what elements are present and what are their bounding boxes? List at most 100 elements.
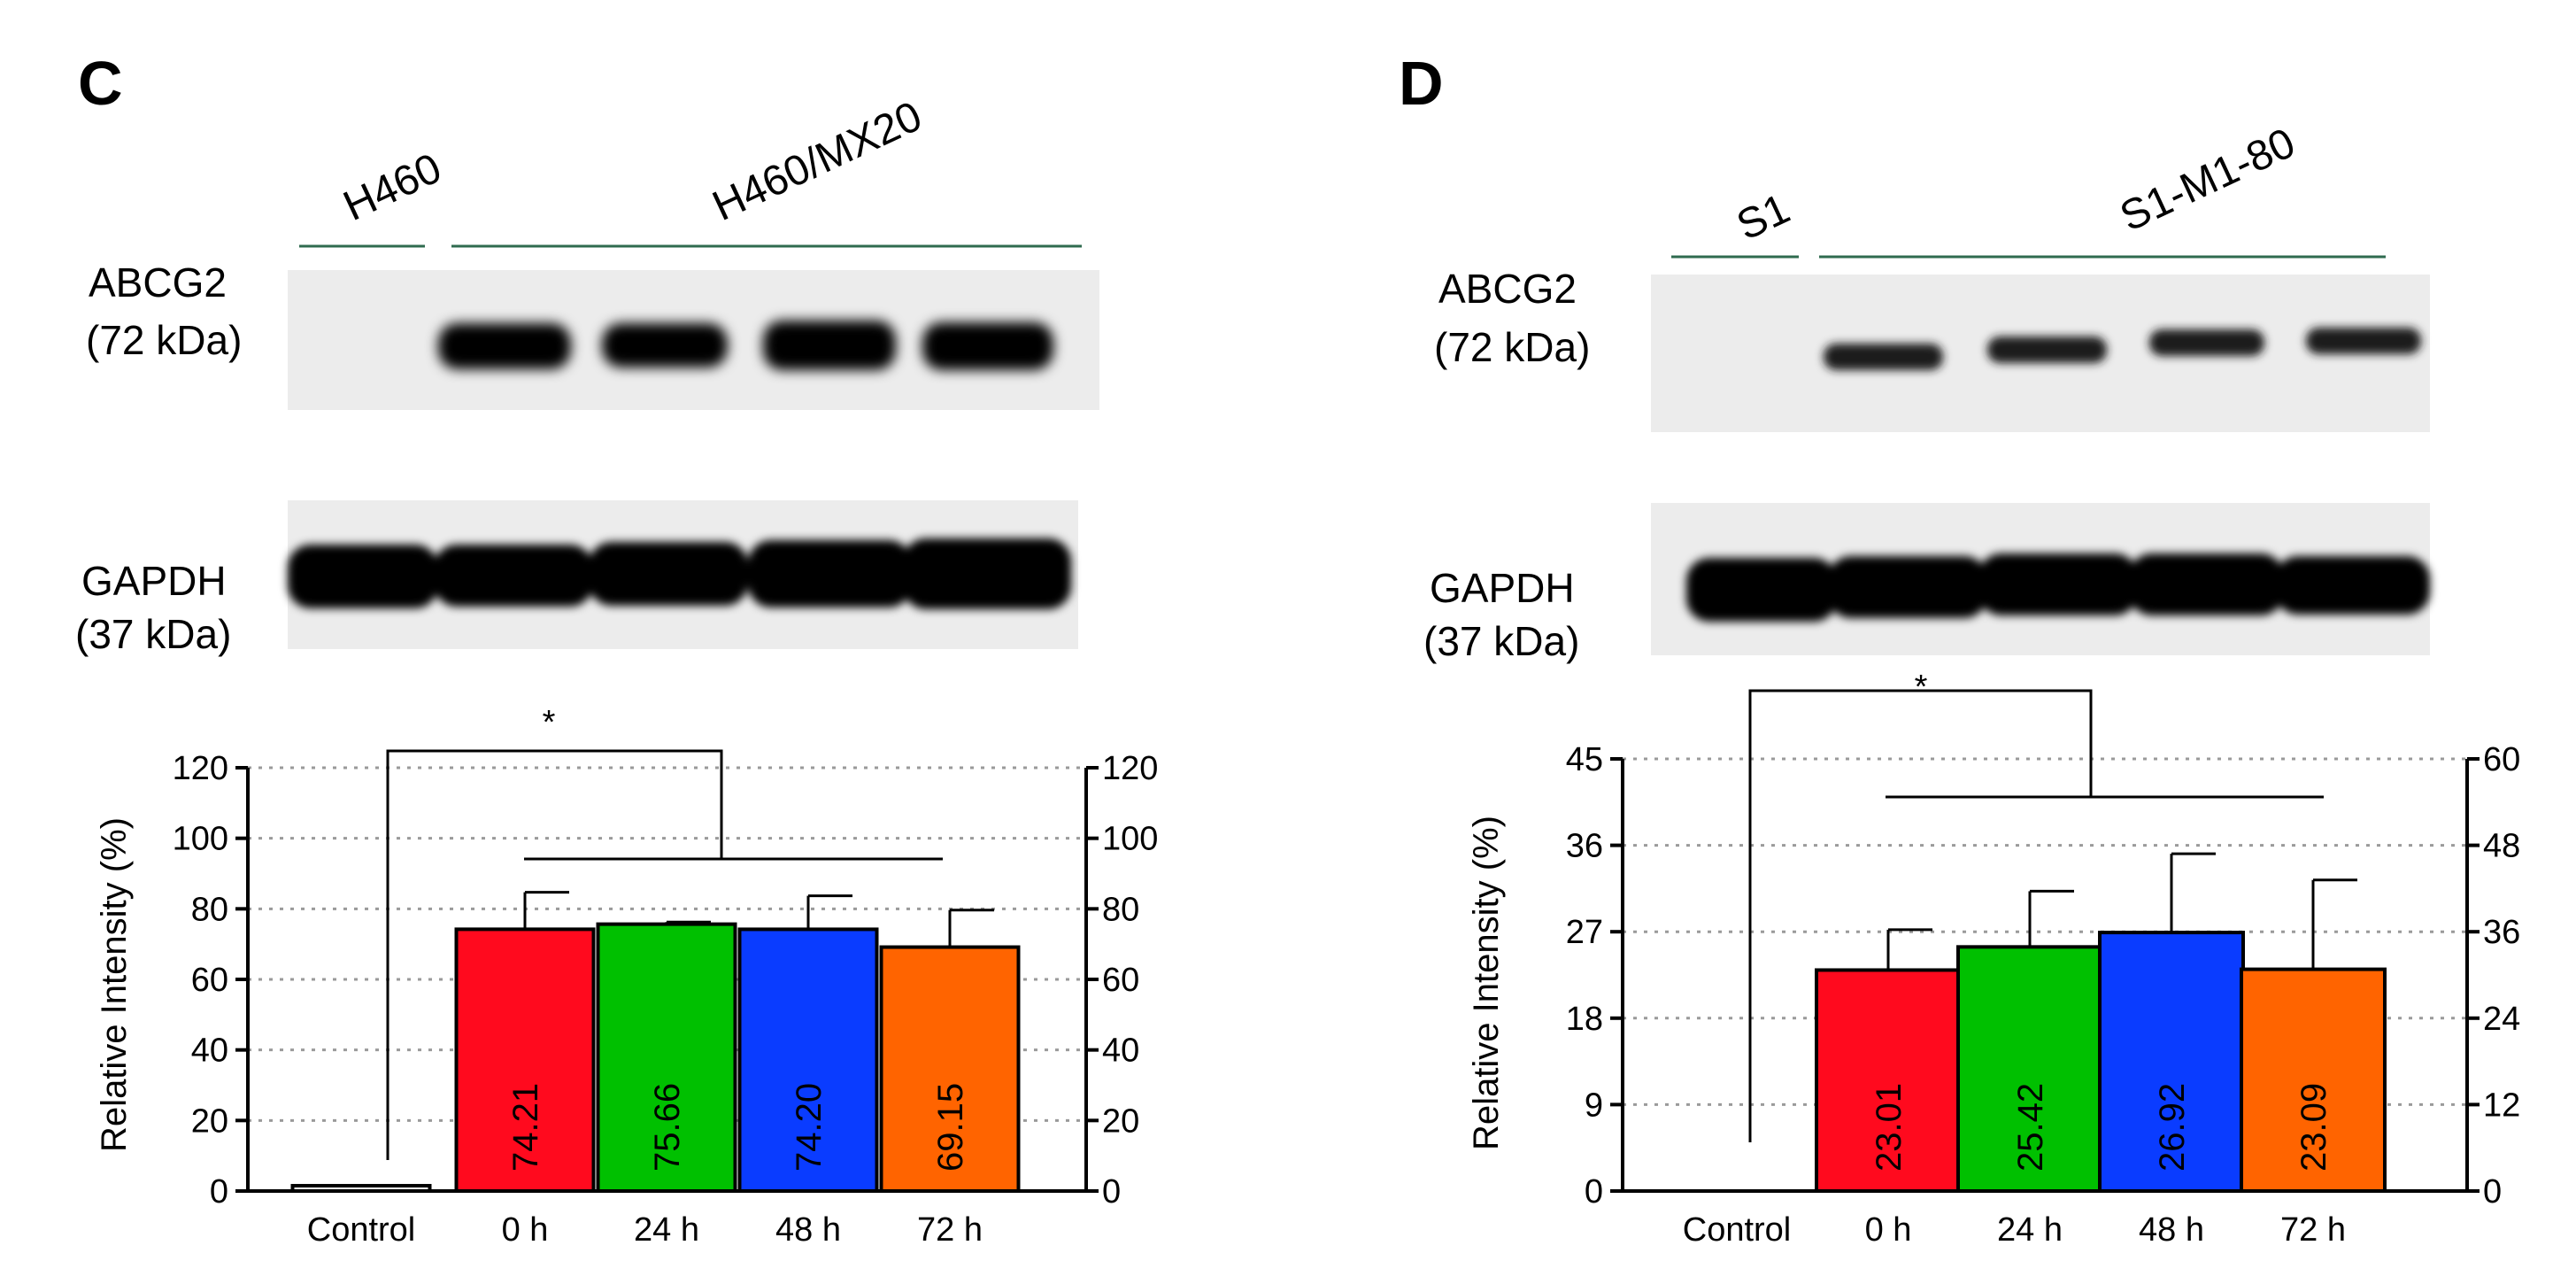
chart-d-xtick-label: 0 h <box>1865 1211 1912 1249</box>
gapdh-size-d: (37 kDa) <box>1423 618 1579 664</box>
lane-label-s1-m1-80: S1-M1-80 <box>2113 120 2302 241</box>
gapdh-d-band-0h <box>1828 556 1987 618</box>
chart-d-xtick-label: 48 h <box>2139 1211 2204 1249</box>
chart-d-ytick-label: 18 <box>1566 1001 1603 1038</box>
chart-d-y2tick-label: 36 <box>2483 914 2520 951</box>
gapdh-d-band-24h <box>1978 553 2138 615</box>
panel-letter-c: C <box>78 49 123 118</box>
chart-c-ytick-label: 20 <box>191 1102 228 1140</box>
lane-label-h460-mx20: H460/MX20 <box>706 93 929 230</box>
chart-c-ytick-label: 60 <box>191 962 228 999</box>
gapdh-band-72h <box>903 538 1071 609</box>
chart-d-ytick-label: 0 <box>1585 1173 1603 1211</box>
chart-c-ytick-label: 80 <box>191 891 228 928</box>
chart-c-ytick-label: 40 <box>191 1033 228 1070</box>
gapdh-d-band-control <box>1686 558 1837 622</box>
panel-c: C H460 H460/MX20 ABCG2 (72 kDa) GAPDH (3… <box>75 49 1158 1249</box>
lane-label-s1: S1 <box>1730 185 1797 250</box>
chart-c-xtick-label: Control <box>307 1211 416 1249</box>
gapdh-band-48h <box>748 540 912 607</box>
gapdh-d-band-72h <box>2275 556 2430 615</box>
chart-c-xtick-label: 24 h <box>634 1211 699 1249</box>
chart-c-bar-48h <box>737 927 879 1193</box>
gapdh-band-control <box>288 545 438 608</box>
chart-d-bar-value-label: 23.09 <box>2294 1083 2333 1172</box>
abcg2-bands-d <box>1824 328 2421 370</box>
chart-d-ytick-label: 45 <box>1566 741 1603 778</box>
abcg2-size: (72 kDa) <box>86 317 242 363</box>
chart-d-ytick-label: 9 <box>1585 1087 1603 1124</box>
chart-c-bar-value-label: 74.20 <box>790 1083 829 1172</box>
chart-d-bar-value-label: 23.01 <box>1870 1083 1909 1172</box>
chart-d-ylabel: Relative Intensity (%) <box>1467 816 1506 1150</box>
abcg2-band-0h <box>438 323 571 369</box>
abcg2-band-48h <box>763 321 896 370</box>
gapdh-bands <box>288 538 1071 609</box>
chart-c-sig-bracket <box>386 749 723 1160</box>
chart-c-y2tick-label: 20 <box>1102 1102 1139 1140</box>
chart-d-bar-0h <box>1815 968 1962 1194</box>
abcg2-d-band-0h <box>1824 344 1943 370</box>
chart-d-significance: * <box>1915 669 1928 706</box>
chart-d-ytick-label: 27 <box>1566 914 1603 951</box>
chart-c-bar-0h <box>454 927 596 1194</box>
chart-d-bar-value-label: 26.92 <box>2153 1083 2192 1172</box>
abcg2-d-band-48h <box>2149 329 2264 356</box>
chart-c-bar-value-label: 74.21 <box>506 1083 545 1172</box>
chart-d-ytick-label: 36 <box>1566 828 1603 865</box>
chart-c-ytick-label: 100 <box>173 821 228 858</box>
chart-c-bar-value-label: 75.66 <box>648 1083 687 1172</box>
gapdh-band-24h <box>589 542 748 606</box>
gapdh-bands-d <box>1686 553 2430 622</box>
chart-c-xtick-label: 72 h <box>917 1211 983 1249</box>
chart-c-y2tick-label: 80 <box>1102 891 1139 928</box>
chart-c-xtick-label: 48 h <box>775 1211 841 1249</box>
abcg2-d-band-24h <box>1987 336 2107 363</box>
chart-d-y2tick-label: 0 <box>2483 1173 2502 1211</box>
chart-c-y2tick-label: 0 <box>1102 1173 1121 1211</box>
chart-c-xtick-label: 0 h <box>502 1211 549 1249</box>
chart-c-bar-value-label: 69.15 <box>931 1083 970 1172</box>
chart-d-xtick-label: 72 h <box>2280 1211 2346 1249</box>
chart-d-y2tick-label: 24 <box>2483 1001 2520 1038</box>
chart-d-bar-24h <box>1956 945 2103 1193</box>
abcg2-size-d: (72 kDa) <box>1434 324 1590 370</box>
chart-d-y2tick-label: 48 <box>2483 828 2520 865</box>
chart-d-bar-72h <box>2240 967 2387 1194</box>
chart-d-y2tick-label: 12 <box>2483 1087 2520 1124</box>
chart-c-y2tick-label: 40 <box>1102 1033 1139 1070</box>
chart-c-significance: * <box>543 704 556 741</box>
chart-c-bar-Control <box>290 1184 432 1194</box>
chart-d-bar-value-label: 25.42 <box>2011 1083 2050 1172</box>
lane-label-h460: H460 <box>336 144 448 230</box>
abcg2-band-72h <box>922 322 1053 370</box>
gapdh-label: GAPDH <box>81 558 227 604</box>
chart-c-bar-24h <box>596 922 737 1193</box>
abcg2-label: ABCG2 <box>89 259 227 306</box>
chart-c-ytick-label: 0 <box>210 1173 228 1211</box>
abcg2-d-band-72h <box>2306 328 2421 354</box>
chart-d-xtick-label: 24 h <box>1997 1211 2063 1249</box>
chart-c-y2tick-label: 100 <box>1102 821 1158 858</box>
chart-c: 0 20 40 60 80 100 120 0 20 40 60 80 100 120 Control 74.… <box>173 749 1158 1249</box>
chart-d-sig-bracket <box>1748 689 2093 1142</box>
chart-c-y2tick-label: 60 <box>1102 962 1139 999</box>
gapdh-band-0h <box>434 545 593 607</box>
chart-d-xtick-label: Control <box>1683 1211 1792 1249</box>
gapdh-d-band-48h <box>2129 553 2284 615</box>
abcg2-label-d: ABCG2 <box>1438 266 1577 312</box>
chart-d-y2tick-label: 60 <box>2483 741 2520 778</box>
gapdh-label-d: GAPDH <box>1430 565 1575 611</box>
chart-c-ylabel: Relative Intensity (%) <box>95 817 134 1152</box>
chart-c-y2tick-label: 120 <box>1102 750 1158 787</box>
chart-d: 0 9 18 27 36 45 0 12 24 36 48 60 Control 23.01 0 h 25.4… <box>1566 689 2520 1249</box>
panel-d: D S1 S1-M1-80 ABCG2 (72 kDa) GAPDH (37 k… <box>1399 49 2520 1249</box>
panel-letter-d: D <box>1399 49 1444 118</box>
chart-c-bar-72h <box>879 945 1021 1193</box>
gapdh-size: (37 kDa) <box>75 611 231 657</box>
chart-d-bar-48h <box>2098 931 2245 1193</box>
abcg2-bands <box>438 321 1053 370</box>
chart-c-ytick-label: 120 <box>173 750 228 787</box>
abcg2-band-24h <box>602 323 728 367</box>
